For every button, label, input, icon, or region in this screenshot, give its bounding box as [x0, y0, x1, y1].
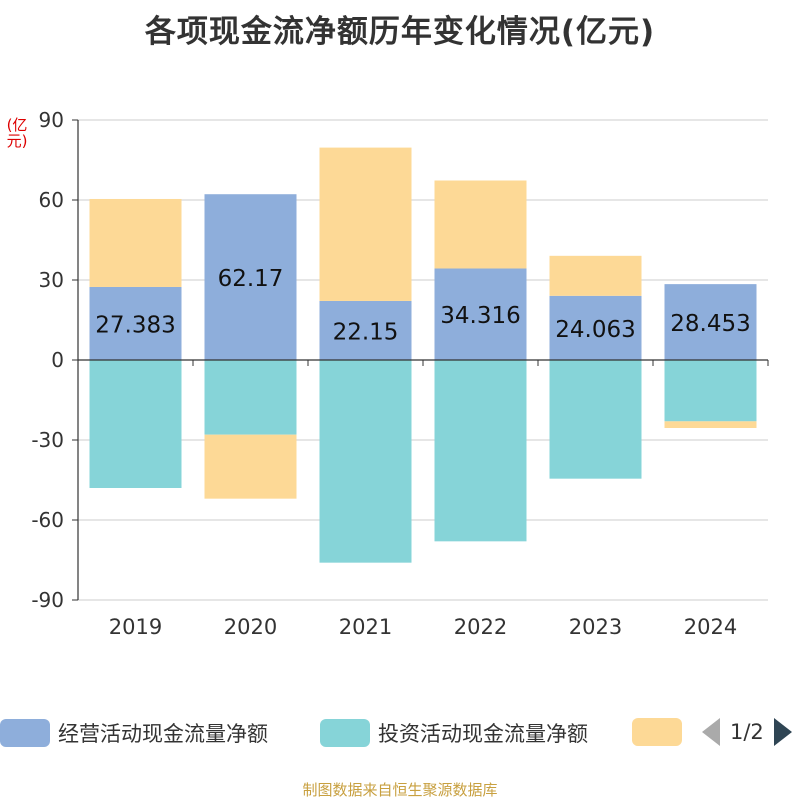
data-label: 27.383 — [95, 312, 175, 338]
y-tick-label: -60 — [31, 508, 64, 532]
y-axis-unit-label: (亿元) — [6, 116, 28, 150]
legend-swatch-financing — [632, 718, 682, 746]
x-tick-label: 2021 — [339, 615, 392, 639]
bar-series0-2022 — [434, 268, 527, 360]
bar-series0-2020 — [204, 194, 297, 360]
legend-item-financing[interactable] — [632, 718, 682, 746]
bar-series2-2022 — [434, 180, 527, 269]
bars — [89, 147, 757, 563]
bar-series0-2019 — [89, 286, 182, 360]
chart-title: 各项现金流净额历年变化情况(亿元) — [144, 14, 656, 50]
bar-series0-2024 — [664, 284, 757, 360]
x-tick-label: 2020 — [224, 615, 277, 639]
legend: 经营活动现金流量净额 投资活动现金流量净额 1/2 — [0, 712, 800, 756]
data-label: 62.17 — [218, 266, 284, 292]
data-label: 28.453 — [670, 311, 750, 337]
legend-item-investing[interactable]: 投资活动现金流量净额 — [320, 718, 588, 748]
bar-series1-2022 — [434, 360, 527, 542]
legend-swatch-investing — [320, 719, 370, 747]
source-footer: 制图数据来自恒生聚源数据库 — [302, 781, 498, 799]
bar-series1-2024 — [664, 360, 757, 422]
bar-series1-2021 — [319, 360, 412, 563]
axes: 90 60 30 0 -30 -60 -90 2019 2020 2021 2022 2023 2024 — [31, 108, 769, 639]
legend-page-indicator: 1/2 — [730, 720, 764, 744]
data-label: 24.063 — [555, 317, 635, 343]
stacked-bar-chart: 90 60 30 0 -30 -60 -90 2019 2020 2021 2022 2023 2024… — [31, 108, 769, 639]
bar-series2-2021 — [319, 147, 412, 301]
y-tick-label: 0 — [51, 348, 64, 372]
x-tick-label: 2019 — [109, 615, 162, 639]
bar-series2-2024 — [664, 421, 757, 428]
data-labels: 27.383 62.17 22.15 34.316 24.063 28.453 — [95, 266, 750, 345]
y-tick-label: 60 — [39, 188, 64, 212]
legend-label-investing: 投资活动现金流量净额 — [378, 722, 588, 746]
x-tick-label: 2022 — [454, 615, 507, 639]
bar-series0-2023 — [549, 295, 642, 360]
data-label: 22.15 — [333, 319, 399, 345]
y-tick-label: 90 — [39, 108, 64, 132]
y-tick-label: -30 — [31, 428, 64, 452]
legend-pager: 1/2 — [702, 718, 792, 746]
grid-lines — [78, 119, 768, 601]
bar-series1-2020 — [204, 360, 297, 435]
bar-series0-2021 — [319, 300, 412, 360]
legend-item-operating[interactable]: 经营活动现金流量净额 — [0, 718, 268, 748]
y-tick-label: 30 — [39, 268, 64, 292]
legend-label-operating: 经营活动现金流量净额 — [58, 722, 268, 746]
data-label: 34.316 — [440, 303, 520, 329]
bar-series2-2019 — [89, 198, 182, 287]
x-tick-label: 2024 — [684, 615, 737, 639]
legend-prev-arrow-icon[interactable] — [702, 718, 720, 746]
x-tick-label: 2023 — [569, 615, 622, 639]
y-tick-label: -90 — [31, 588, 64, 612]
bar-series1-2023 — [549, 360, 642, 479]
bar-series2-2020 — [204, 434, 297, 499]
bar-series1-2019 — [89, 360, 182, 488]
legend-next-arrow-icon[interactable] — [773, 718, 792, 746]
bar-series2-2023 — [549, 255, 642, 296]
legend-swatch-operating — [0, 719, 50, 747]
